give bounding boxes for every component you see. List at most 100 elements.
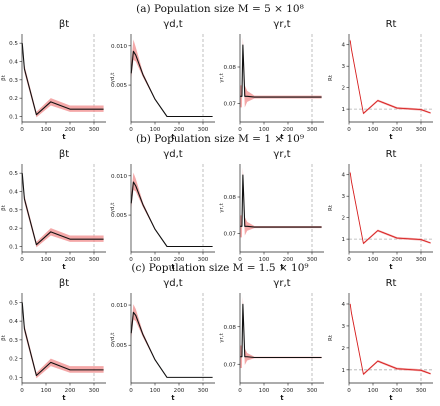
panel-title: γd,t: [163, 278, 182, 289]
panel-title: γr,t: [273, 19, 290, 30]
x-axis-label: t: [280, 394, 283, 402]
series-line: [240, 303, 322, 359]
y-tick-label: 3: [341, 324, 345, 330]
x-tick-label: 0: [129, 257, 133, 263]
y-tick-label: 3: [341, 194, 345, 200]
x-tick-label: 200: [65, 127, 76, 133]
x-axis-label: t: [171, 133, 174, 141]
caption-a: (a) Population size M = 5 × 10⁸: [136, 3, 304, 15]
y-tick-label: 1: [341, 107, 345, 113]
y-tick-label: 0.5: [9, 300, 18, 306]
y-tick-label: 0.005: [111, 83, 127, 89]
series-line: [21, 302, 104, 377]
x-axis-label: t: [389, 263, 392, 271]
y-tick-label: 0.4: [9, 319, 18, 325]
series-line: [349, 303, 431, 375]
series-line: [240, 174, 322, 228]
x-tick-label: 100: [150, 127, 161, 133]
y-axis-label: βt: [1, 334, 7, 341]
series-line: [240, 44, 322, 98]
uncertainty-band: [350, 170, 431, 245]
uncertainty-band: [22, 171, 104, 248]
panel-title: Rt: [386, 19, 397, 30]
y-tick-label: 0.010: [111, 44, 127, 50]
y-tick-label: 0.1: [9, 375, 18, 381]
series-line: [130, 311, 213, 378]
x-tick-label: 0: [20, 257, 24, 263]
panel-title: βt: [59, 19, 69, 30]
x-tick-label: 100: [259, 127, 270, 133]
x-axis-label: t: [171, 394, 174, 402]
x-axis-label: t: [62, 133, 65, 141]
panel-0-1: γd,t γd,t t 0 100 200 300 0.005 0.010: [110, 19, 215, 141]
x-axis-label: t: [280, 133, 283, 141]
x-tick-label: 0: [129, 388, 133, 394]
x-tick-label: 300: [198, 388, 209, 394]
y-axis-label: Rt: [328, 74, 334, 81]
x-axis-label: t: [389, 133, 392, 141]
y-axis-label: Rt: [328, 334, 334, 341]
x-tick-label: 100: [41, 388, 52, 394]
uncertainty-band: [22, 300, 104, 379]
panel-1-3: Rt Rt t 0 100 200 300 1 2 3 4: [328, 149, 433, 271]
y-tick-label: 0.5: [9, 171, 18, 177]
y-tick-label: 0.010: [111, 303, 127, 309]
x-tick-label: 300: [198, 257, 209, 263]
panel-title: βt: [59, 149, 69, 160]
x-tick-label: 300: [416, 257, 427, 263]
uncertainty-band: [350, 301, 431, 376]
x-tick-label: 200: [65, 388, 76, 394]
panel-0-3: Rt Rt t 0 100 200 300 1 2 3 4: [328, 19, 433, 141]
x-tick-label: 0: [129, 127, 133, 133]
y-tick-label: 0.010: [111, 174, 127, 180]
panel-1-2: γr,t γr,t t 0 100 200 300 0.07 0.08: [219, 149, 324, 271]
x-tick-label: 300: [416, 127, 427, 133]
x-tick-label: 0: [20, 388, 24, 394]
x-tick-label: 200: [174, 127, 185, 133]
x-tick-label: 0: [238, 127, 242, 133]
x-tick-label: 0: [347, 257, 351, 263]
x-tick-label: 100: [259, 388, 270, 394]
y-tick-label: 4: [341, 302, 345, 308]
panel-2-2: γr,t γr,t t 0 100 200 300 0.07 0.08: [219, 278, 324, 402]
x-tick-label: 200: [174, 388, 185, 394]
x-tick-label: 200: [392, 127, 403, 133]
x-tick-label: 0: [238, 257, 242, 263]
y-tick-label: 1: [341, 237, 345, 243]
x-tick-label: 100: [259, 257, 270, 263]
x-tick-label: 100: [368, 388, 379, 394]
x-tick-label: 100: [41, 257, 52, 263]
y-tick-label: 0.005: [111, 213, 127, 219]
uncertainty-band: [131, 172, 213, 247]
uncertainty-band: [240, 37, 322, 108]
x-axis-label: t: [389, 394, 392, 402]
panel-2-3: Rt Rt t 0 100 200 300 1 2 3 4: [328, 278, 433, 402]
panel-1-0: βt βt t 0 100 200 300 0.1 0.2 0.3 0.4 0.5: [1, 149, 106, 271]
panel-0-0: βt βt t 0 100 200 300 0.1 0.2 0.3 0.4 0.5: [1, 19, 106, 141]
series-line: [130, 50, 213, 118]
panel-title: βt: [59, 278, 69, 289]
series-line: [349, 40, 431, 114]
uncertainty-band: [22, 41, 104, 118]
y-tick-label: 0.5: [9, 41, 18, 47]
y-tick-label: 0.08: [224, 325, 237, 331]
x-tick-label: 0: [238, 388, 242, 394]
x-tick-label: 200: [283, 127, 294, 133]
x-tick-label: 0: [20, 127, 24, 133]
series-line: [349, 172, 431, 244]
x-tick-label: 300: [307, 127, 318, 133]
panel-title: Rt: [386, 278, 397, 289]
y-tick-label: 0.1: [9, 245, 18, 251]
y-axis-label: γd,t: [110, 72, 116, 84]
y-tick-label: 0.1: [9, 115, 18, 121]
panel-1-1: γd,t γd,t t 0 100 200 300 0.005 0.010: [110, 149, 215, 271]
panel-2-0: βt βt t 0 100 200 300 0.1 0.2 0.3 0.4 0.5: [1, 278, 106, 402]
panel-title: γr,t: [273, 278, 290, 289]
y-tick-label: 0.2: [9, 357, 18, 363]
x-tick-label: 300: [89, 257, 100, 263]
y-tick-label: 0.2: [9, 96, 18, 102]
x-tick-label: 300: [307, 257, 318, 263]
x-axis-label: t: [62, 394, 65, 402]
x-tick-label: 300: [416, 388, 427, 394]
